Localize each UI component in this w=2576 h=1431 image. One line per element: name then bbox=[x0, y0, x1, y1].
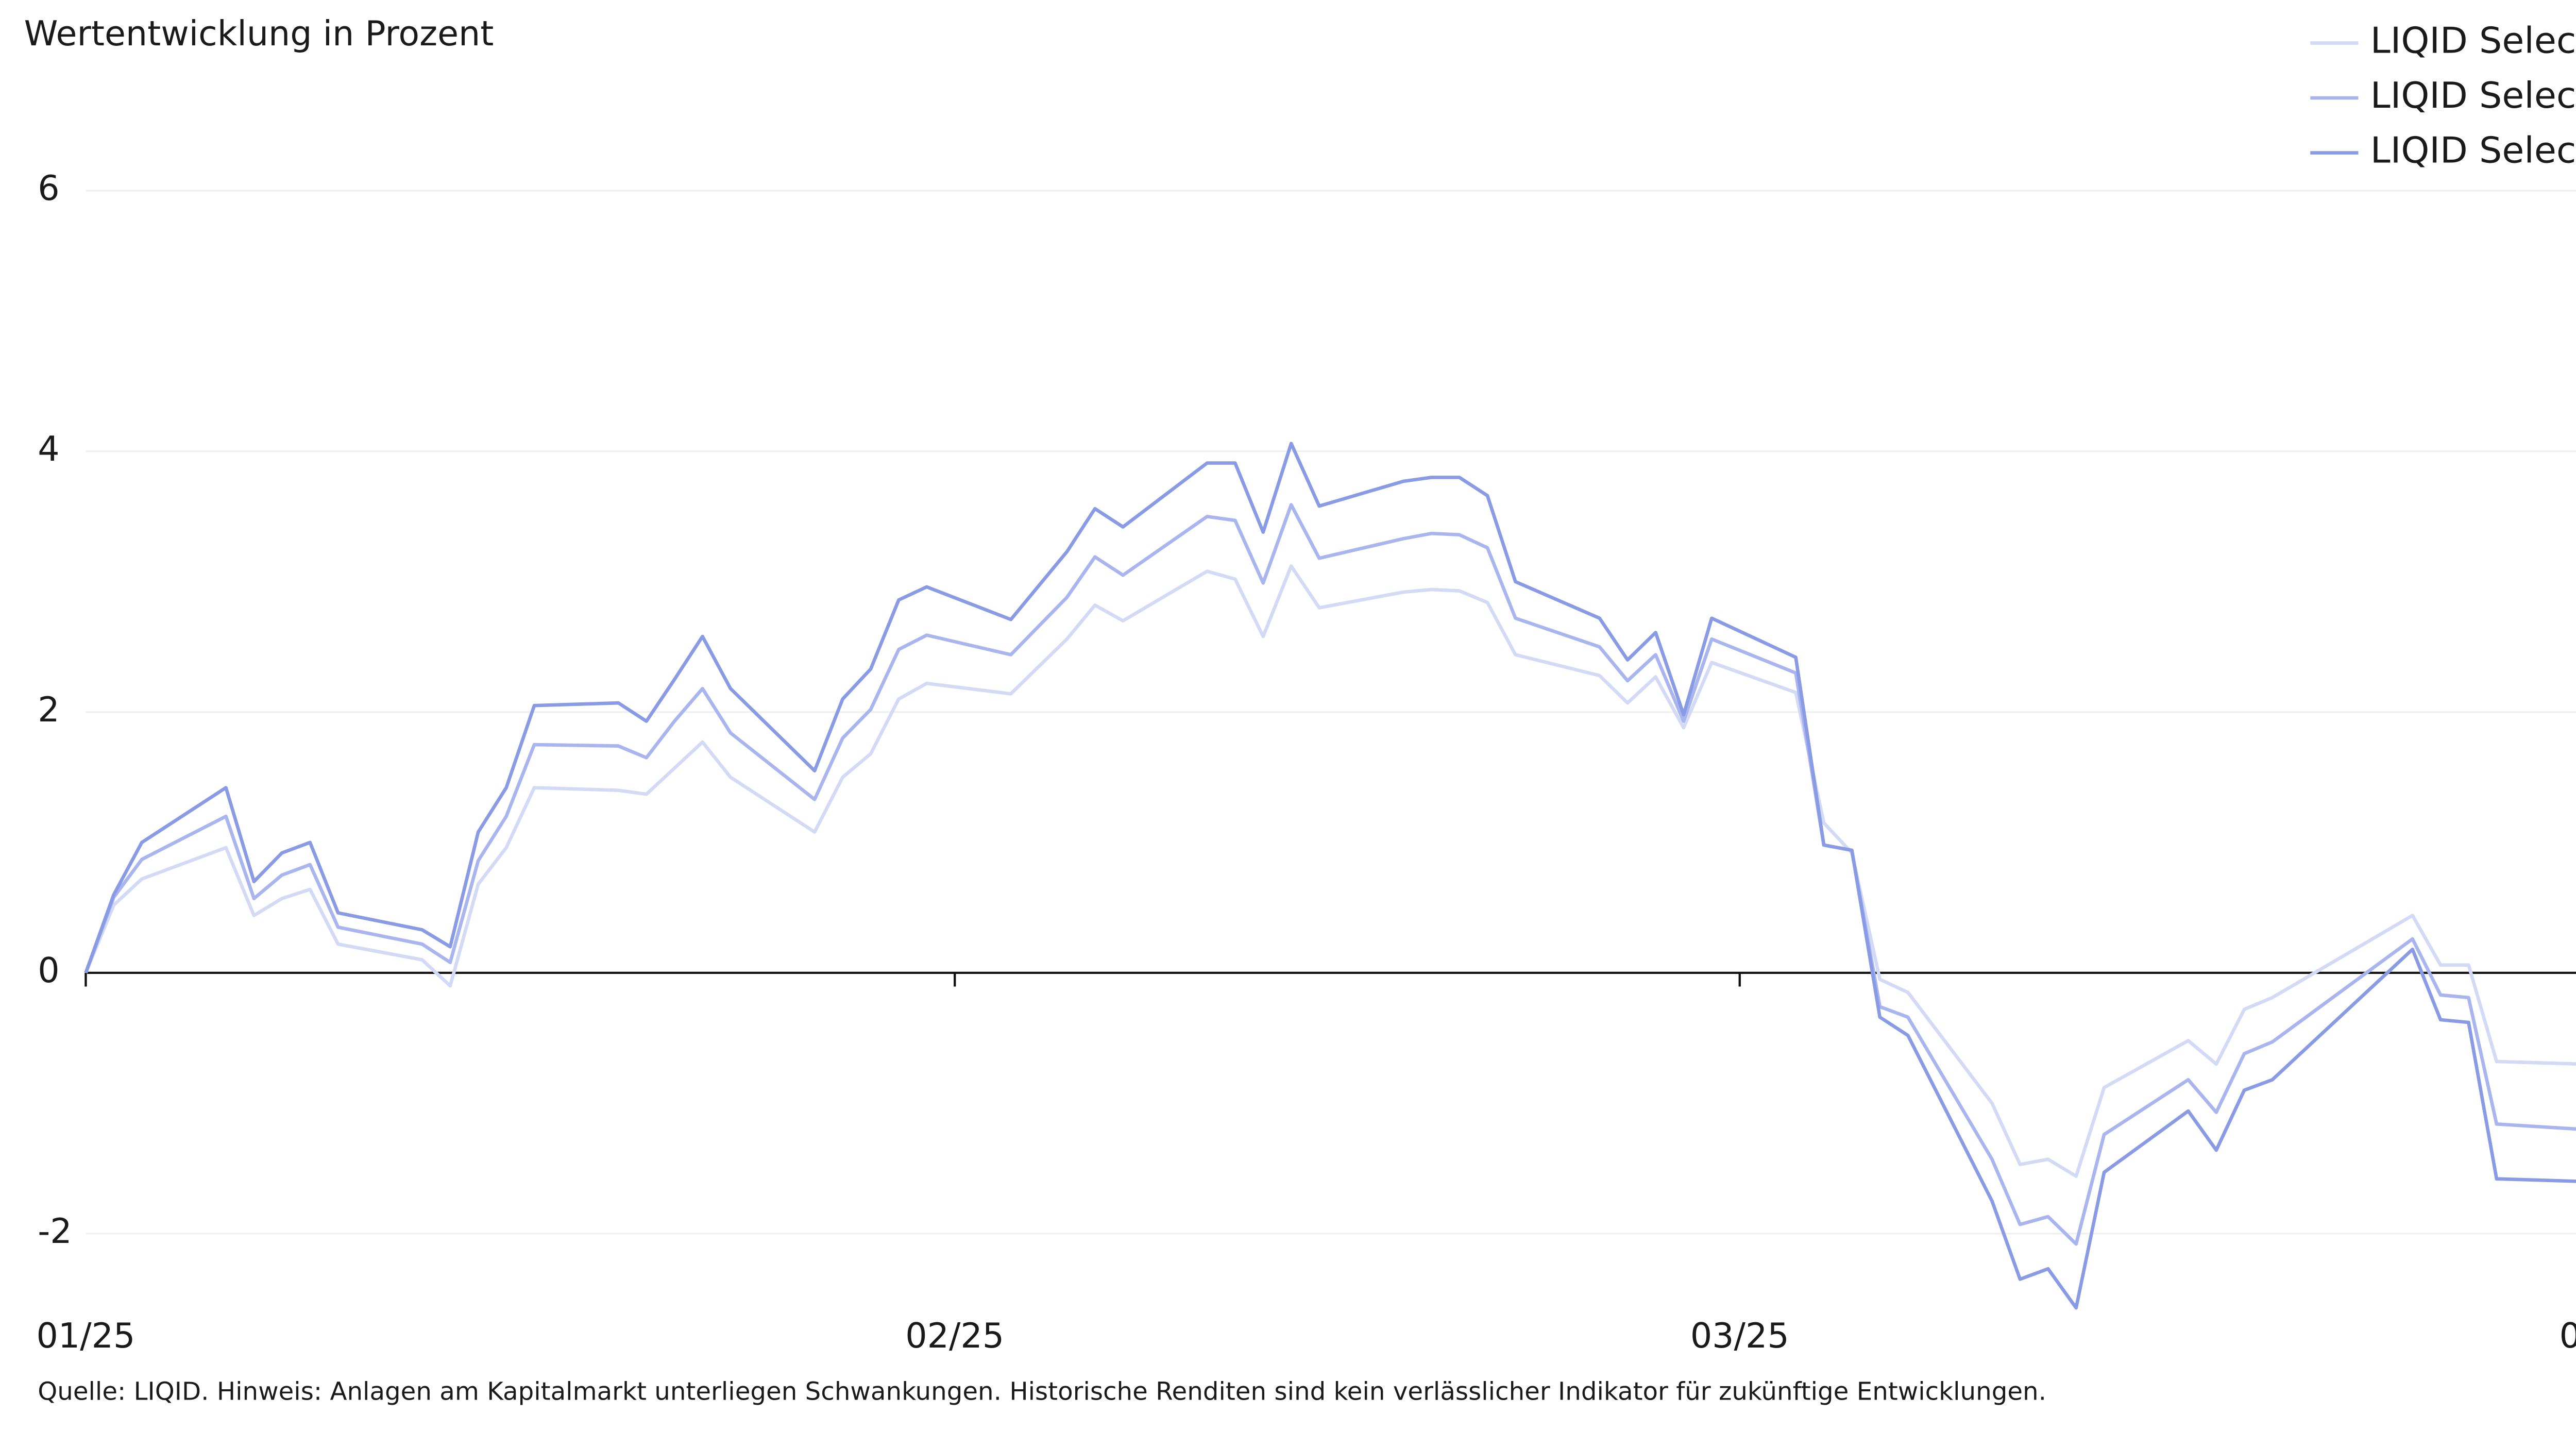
legend-label: LIQID Select 40 bbox=[2370, 20, 2576, 62]
y-tick-label: 6 bbox=[38, 168, 59, 208]
y-tick-label: 0 bbox=[38, 950, 59, 990]
x-tick-label: 04/25 bbox=[2560, 1316, 2576, 1356]
y-tick-label: -2 bbox=[38, 1211, 72, 1251]
x-tick-label: 03/25 bbox=[1690, 1316, 1789, 1356]
legend-label: LIQID Select 50 bbox=[2370, 75, 2576, 116]
source-note: Quelle: LIQID. Hinweis: Anlagen am Kapit… bbox=[38, 1377, 2046, 1406]
y-tick-label: 4 bbox=[38, 429, 59, 469]
chart-title: Wertentwicklung in Prozent bbox=[24, 13, 494, 54]
series-line bbox=[84, 442, 2576, 1310]
x-tick-label: 01/25 bbox=[37, 1316, 135, 1356]
legend-label: LIQID Select 60 bbox=[2370, 130, 2576, 172]
x-tick-label: 02/25 bbox=[905, 1316, 1004, 1356]
y-tick-label: 2 bbox=[38, 689, 59, 730]
series-line bbox=[84, 503, 2576, 1246]
series-line bbox=[84, 564, 2576, 1178]
